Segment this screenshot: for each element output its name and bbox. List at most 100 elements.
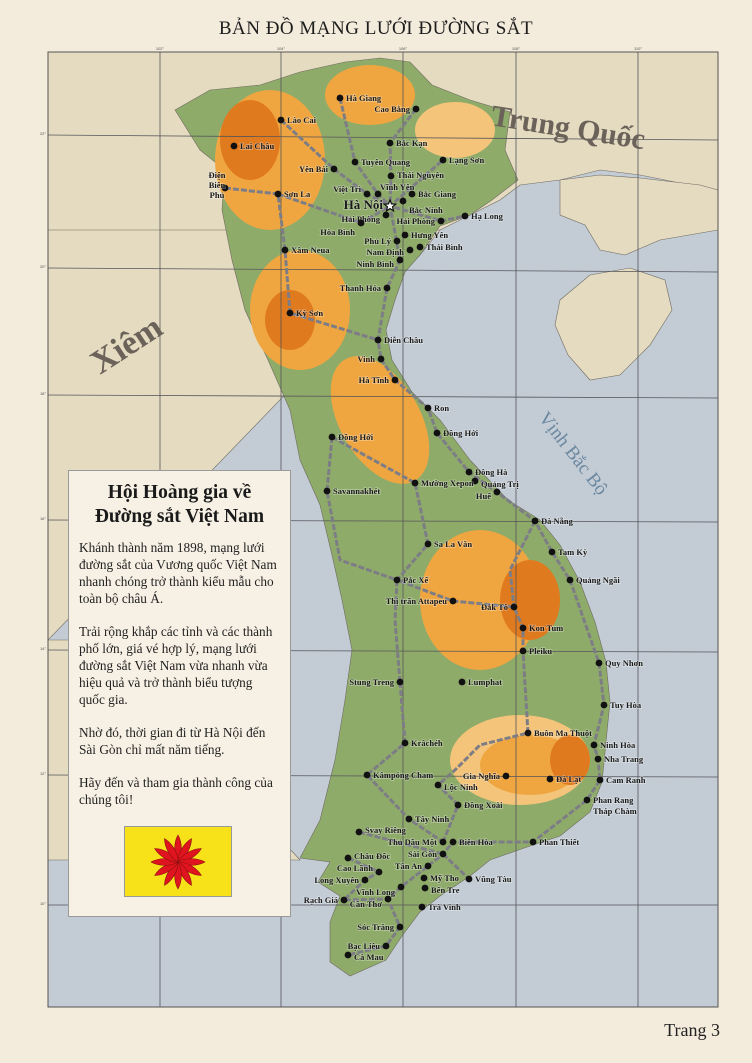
city-dot xyxy=(600,701,608,709)
city[interactable]: Quy Nhơn xyxy=(595,657,644,669)
city[interactable]: Hải Phòng xyxy=(341,211,390,225)
city-dot xyxy=(357,219,365,227)
city[interactable]: Gia Nghĩa xyxy=(462,770,510,782)
city[interactable]: Đà Nẵng xyxy=(531,515,574,527)
city[interactable]: Tam Kỳ xyxy=(548,546,589,558)
panel-paragraph: Trải rộng khắp các tỉnh và các thành phố… xyxy=(79,624,273,707)
city[interactable]: Sài Gòn xyxy=(407,848,447,860)
city[interactable]: Bắc Giang xyxy=(408,188,458,200)
city[interactable]: Huế xyxy=(475,488,501,502)
city[interactable]: Ron xyxy=(424,402,450,414)
city[interactable]: Savannakhét xyxy=(323,485,381,497)
city[interactable]: Phan Thiết xyxy=(529,836,580,848)
city[interactable]: Lai Châu xyxy=(230,140,275,152)
city[interactable]: Bạc Liêu xyxy=(347,940,390,952)
city[interactable]: Mỹ Tho xyxy=(420,872,460,884)
railway-line xyxy=(508,520,537,608)
city[interactable]: Cao Bằng xyxy=(374,103,420,115)
city[interactable]: Rạch Giá xyxy=(303,894,348,906)
city[interactable]: Tân An xyxy=(394,860,432,872)
city[interactable]: Việt Trì xyxy=(332,183,371,198)
city-dot xyxy=(274,190,282,198)
city-dot xyxy=(387,172,395,180)
city[interactable]: Lộc Ninh xyxy=(434,781,479,793)
petal xyxy=(164,838,179,863)
city-dot xyxy=(401,739,409,747)
city[interactable]: Buôn Ma Thuột xyxy=(524,727,593,739)
city[interactable]: Xâm Neua xyxy=(281,244,331,256)
city[interactable]: Kâmpóng Cham xyxy=(363,769,434,781)
city[interactable]: Bến Tre xyxy=(421,884,461,896)
city[interactable]: Diễn Châu xyxy=(374,334,424,346)
latitude-tick: 18° xyxy=(40,391,46,396)
city[interactable]: Hưng Yên xyxy=(401,229,449,241)
city[interactable]: Đắk Tô xyxy=(480,601,518,613)
city[interactable]: Thái Nguyên xyxy=(387,169,445,181)
city[interactable]: Cà Mau xyxy=(344,951,385,963)
city[interactable]: Mường Xepon xyxy=(411,477,475,489)
city[interactable]: Long Xuyên xyxy=(314,874,369,886)
city[interactable]: Tuy Hòa xyxy=(600,699,643,711)
capital-hanoi[interactable]: Hà Nội xyxy=(343,196,398,213)
city-label: Bến Tre xyxy=(431,885,460,895)
city[interactable]: Pắc Xế xyxy=(393,574,430,586)
city[interactable]: Lumphat xyxy=(458,676,503,688)
city[interactable]: Hà Giang xyxy=(336,92,383,104)
city[interactable]: Quảng Trị xyxy=(471,477,520,490)
city[interactable]: Ninh Hòa xyxy=(590,739,637,751)
city[interactable]: Tuyên Quang xyxy=(351,156,412,168)
city[interactable]: Bắc Kạn xyxy=(386,137,428,149)
city[interactable]: Đồng Xoài xyxy=(454,799,504,811)
city[interactable]: Hải Phòng xyxy=(396,215,445,227)
city[interactable]: Svay Riêng xyxy=(355,824,407,836)
city[interactable]: Đồng Hới xyxy=(433,427,480,439)
city[interactable]: Lào Cai xyxy=(277,114,317,126)
city[interactable]: Stung Treng xyxy=(349,676,404,688)
city[interactable]: Phủ Lý xyxy=(364,235,401,247)
longitude-tick: 106° xyxy=(399,46,408,51)
city[interactable]: Biên Hòa xyxy=(449,836,494,848)
city[interactable]: Cao Lãnh xyxy=(336,862,383,876)
city-label: Huế xyxy=(476,491,492,501)
city[interactable]: Hòa Bình xyxy=(320,219,365,238)
city[interactable]: Sa La Văn xyxy=(424,538,473,550)
city[interactable]: Hạ Long xyxy=(461,210,504,222)
city[interactable]: Tây Ninh xyxy=(405,813,450,825)
city-dot xyxy=(383,284,391,292)
city[interactable]: Nam Định xyxy=(366,246,414,258)
city[interactable]: Vũng Tàu xyxy=(465,873,512,885)
city-label: Hưng Yên xyxy=(411,230,448,240)
city[interactable]: Châu Đốc xyxy=(344,850,391,862)
city[interactable]: Cam Ranh xyxy=(596,774,646,786)
city[interactable]: Đà Lạt xyxy=(546,773,582,785)
city[interactable]: Đông Hà xyxy=(465,466,509,478)
city[interactable]: Nha Trang xyxy=(594,753,645,765)
city[interactable]: Sóc Trăng xyxy=(356,921,404,933)
city[interactable]: Ninh Bình xyxy=(356,256,404,270)
city[interactable]: Đồng Hới xyxy=(328,431,375,443)
city[interactable]: Điện Biên Phủ xyxy=(208,169,229,201)
city[interactable]: Krâchéh xyxy=(401,737,444,749)
city[interactable]: Thái Bình xyxy=(416,241,464,253)
city[interactable]: Sơn La xyxy=(274,188,312,200)
city[interactable]: Phan Rang Tháp Chàm xyxy=(583,794,637,817)
city-dot xyxy=(230,142,238,150)
city[interactable]: Trà Vinh xyxy=(418,901,462,913)
city[interactable]: Kỳ Sơn xyxy=(286,307,324,319)
city[interactable]: Lạng Sơn xyxy=(439,154,485,166)
city-dot xyxy=(405,815,413,823)
city[interactable]: Kon Tum xyxy=(519,622,564,634)
city[interactable]: Yên Bái xyxy=(298,163,338,175)
city[interactable]: Thủ Dầu Một xyxy=(387,836,447,848)
city[interactable]: Cần Thơ xyxy=(349,895,392,910)
city[interactable]: Thanh Hóa xyxy=(339,282,391,294)
city[interactable]: Vĩnh Yên xyxy=(374,181,415,198)
city[interactable]: Vĩnh Long xyxy=(355,883,405,898)
city-dot xyxy=(384,895,392,903)
city[interactable]: Pleiku xyxy=(519,645,553,657)
city[interactable]: Thị trấn Attapeu xyxy=(385,595,457,607)
city[interactable]: Vinh xyxy=(357,353,385,365)
city[interactable]: Hà Tĩnh xyxy=(358,374,399,386)
city[interactable]: Quảng Ngãi xyxy=(566,574,621,586)
city[interactable]: Bắc Ninh xyxy=(399,197,444,216)
